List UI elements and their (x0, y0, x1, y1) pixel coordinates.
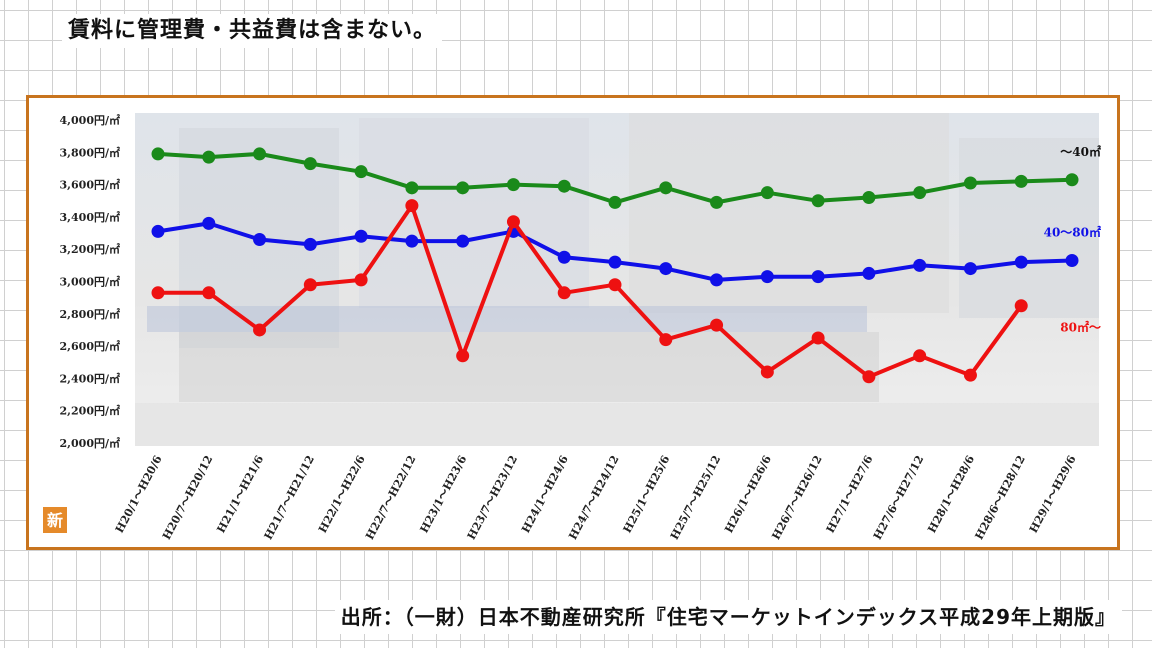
data-point-medium (1014, 255, 1028, 269)
series-label-small: ～40㎡ (1060, 144, 1101, 159)
x-tick-label: H21/7～H21/12 (262, 453, 317, 542)
y-tick-label: 3,600円/㎡ (60, 178, 120, 192)
x-tick-label: H23/1～H23/6 (418, 453, 470, 535)
data-point-small (202, 150, 216, 164)
data-point-small (862, 191, 876, 205)
data-point-small (253, 147, 267, 161)
data-point-medium (253, 233, 267, 247)
data-point-medium (862, 266, 876, 280)
data-point-medium (913, 258, 927, 272)
data-point-small (303, 157, 317, 171)
series-label-large: 80㎡～ (1060, 320, 1101, 335)
data-point-small (456, 181, 470, 195)
data-point-small (963, 176, 977, 190)
data-point-large (456, 349, 470, 363)
x-tick-label: H25/7～H25/12 (668, 453, 723, 542)
y-tick-label: 2,200円/㎡ (60, 404, 120, 418)
y-tick-label: 2,400円/㎡ (60, 371, 120, 385)
series-line-large (158, 203, 1023, 379)
data-point-large (253, 323, 267, 337)
x-tick-label: H27/6～H27/12 (871, 453, 926, 542)
x-tick-label: H21/1～H21/6 (214, 453, 266, 535)
x-tick-label: H29/1～H29/6 (1027, 453, 1079, 535)
data-point-small (506, 178, 520, 192)
data-point-large (405, 199, 419, 213)
x-tick-label: H24/7～H24/12 (566, 453, 621, 542)
data-point-small (760, 186, 774, 200)
x-tick-label: H20/1～H20/6 (113, 453, 165, 535)
data-point-small (710, 195, 724, 209)
data-point-large (963, 368, 977, 382)
y-tick-label: 3,000円/㎡ (60, 275, 120, 289)
x-tick-label: H22/7～H22/12 (363, 453, 418, 542)
data-point-large (710, 318, 724, 332)
data-point-small (913, 186, 927, 200)
y-tick-label: 2,600円/㎡ (60, 339, 120, 353)
header-note: 賃料に管理費・共益費は含まない。 (62, 14, 443, 48)
y-tick-label: 2,000円/㎡ (60, 436, 120, 450)
source-note: 出所：（一財）日本不動産研究所『住宅マーケットインデックス平成29年上期版』 (334, 600, 1122, 634)
x-tick-label: H28/1～H28/6 (925, 453, 977, 535)
x-tick-label: H26/1～H26/6 (722, 453, 774, 535)
data-point-medium (405, 234, 419, 248)
data-point-large (557, 286, 571, 300)
data-point-small (608, 195, 622, 209)
data-point-medium (202, 216, 216, 230)
data-point-medium (354, 229, 368, 243)
y-tick-label: 3,800円/㎡ (60, 145, 120, 159)
x-tick-label: H26/7～H26/12 (769, 453, 824, 542)
data-point-large (811, 331, 825, 345)
data-point-large (303, 278, 317, 292)
series-layer (151, 147, 1079, 384)
data-point-large (608, 278, 622, 292)
data-point-small (354, 165, 368, 179)
series-label-medium: 40～80㎡ (1044, 225, 1101, 240)
data-point-medium (456, 234, 470, 248)
data-point-small (811, 194, 825, 208)
data-point-medium (557, 250, 571, 264)
x-tick-label: H28/6～H28/12 (973, 453, 1028, 542)
data-point-large (506, 215, 520, 229)
x-tick-label: H24/1～H24/6 (519, 453, 571, 535)
series-labels: ～40㎡ 40～80㎡ 80㎡～ (1044, 144, 1101, 335)
x-tick-label: H23/7～H23/12 (465, 453, 520, 542)
data-point-small (1014, 174, 1028, 188)
y-tick-label: 4,000円/㎡ (60, 113, 120, 127)
x-tick-label: H25/1～H25/6 (621, 453, 673, 535)
data-point-medium (1065, 254, 1079, 268)
data-point-large (913, 349, 927, 363)
data-point-small (405, 181, 419, 195)
x-tick-label: H22/1～H22/6 (316, 453, 368, 535)
data-point-large (354, 273, 368, 287)
data-point-medium (151, 224, 165, 238)
data-point-medium (659, 262, 673, 276)
y-tick-label: 3,400円/㎡ (60, 210, 120, 224)
data-point-large (862, 370, 876, 384)
data-point-medium (303, 237, 317, 251)
y-axis: 2,000円/㎡ 2,200円/㎡ 2,400円/㎡ 2,600円/㎡ 2,800円/㎡… (60, 113, 120, 450)
y-tick-label: 3,200円/㎡ (60, 242, 120, 256)
data-point-large (760, 365, 774, 379)
new-badge: 新 (43, 507, 67, 533)
x-tick-label: H27/1～H27/6 (824, 453, 876, 535)
data-point-small (151, 147, 165, 161)
data-point-large (202, 286, 216, 300)
data-point-large (659, 333, 673, 347)
x-tick-label: H20/7～H20/12 (160, 453, 215, 542)
data-point-medium (760, 270, 774, 284)
data-point-small (659, 181, 673, 195)
y-tick-label: 2,800円/㎡ (60, 307, 120, 321)
data-point-small (1065, 173, 1079, 187)
data-point-medium (811, 270, 825, 284)
data-point-medium (963, 262, 977, 276)
rent-trend-chart: 2,000円/㎡ 2,200円/㎡ 2,400円/㎡ 2,600円/㎡ 2,800円/㎡… (43, 113, 1101, 542)
data-point-large (1014, 299, 1028, 313)
data-point-medium (608, 255, 622, 269)
data-point-medium (710, 273, 724, 287)
data-point-small (557, 179, 571, 193)
chart-frame: 2,000円/㎡ 2,200円/㎡ 2,400円/㎡ 2,600円/㎡ 2,800円/㎡… (26, 95, 1120, 550)
svg-text:新: 新 (47, 511, 63, 530)
data-point-large (151, 286, 165, 300)
